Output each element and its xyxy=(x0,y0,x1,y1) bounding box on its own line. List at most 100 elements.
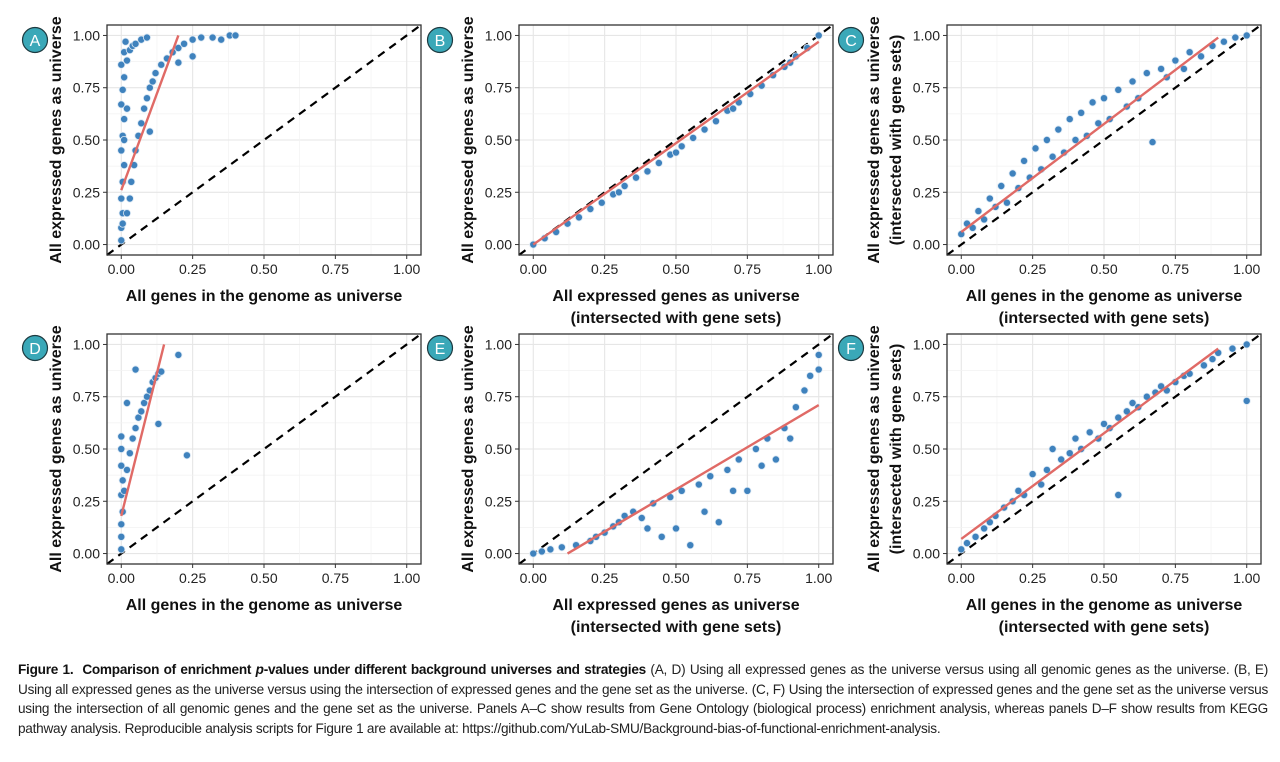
data-point xyxy=(1242,340,1251,349)
data-point xyxy=(971,532,980,541)
x-tick-label: 0.25 xyxy=(179,570,206,586)
data-point xyxy=(118,476,127,485)
data-point xyxy=(1228,344,1237,353)
data-point xyxy=(1242,396,1251,405)
data-point xyxy=(131,39,140,48)
panel-a: 0.00 0.25 0.50 0.75 1.00 0.00 0.25 0.50 0.75 1.00… xyxy=(21,16,422,305)
data-point xyxy=(137,407,146,416)
x-tick-label: 0.75 xyxy=(322,570,349,586)
x-tick-label: 0.75 xyxy=(1162,261,1189,277)
data-point xyxy=(1100,94,1109,103)
data-point xyxy=(814,365,823,374)
x-tick-label: 0.00 xyxy=(520,261,547,277)
data-point xyxy=(1171,56,1180,65)
x-axis-label: (intersected with gene sets) xyxy=(999,310,1210,327)
data-point xyxy=(1128,77,1137,86)
data-point xyxy=(157,60,166,69)
panel-badge xyxy=(426,334,454,362)
data-point xyxy=(1142,69,1151,78)
data-point xyxy=(791,403,800,412)
data-point xyxy=(980,524,989,533)
data-point xyxy=(128,434,137,443)
panel-letter: F xyxy=(846,341,856,358)
data-point xyxy=(174,58,183,67)
data-point xyxy=(217,35,226,44)
data-point xyxy=(117,432,126,441)
panel-letter: E xyxy=(435,341,446,358)
data-point xyxy=(694,480,703,489)
x-tick-label: 1.00 xyxy=(805,261,832,277)
data-point xyxy=(117,461,126,470)
panel-badge xyxy=(837,334,865,362)
x-axis-label: All genes in the genome as universe xyxy=(966,597,1243,614)
x-tick-label: 0.50 xyxy=(250,261,277,277)
data-point xyxy=(131,424,140,433)
regression-line xyxy=(532,40,820,246)
data-point xyxy=(117,545,126,554)
x-tick-label: 1.00 xyxy=(1233,570,1260,586)
y-tick-label: 0.50 xyxy=(485,441,512,457)
y-tick-label: 0.25 xyxy=(73,184,100,200)
data-point xyxy=(1065,115,1074,124)
y-tick-label: 0.75 xyxy=(485,389,512,405)
data-point xyxy=(711,117,720,126)
data-point xyxy=(643,167,652,176)
data-point xyxy=(1071,434,1080,443)
data-point xyxy=(188,52,197,61)
data-point xyxy=(120,161,129,170)
y-tick-label: 0.75 xyxy=(485,80,512,96)
data-point xyxy=(122,465,131,474)
diagonal-reference-line xyxy=(946,333,1262,565)
y-axis-label: All expressed genes as universe xyxy=(48,16,65,263)
data-point xyxy=(1179,64,1188,73)
diagonal-reference-line xyxy=(946,24,1262,256)
x-tick-label: 0.00 xyxy=(108,261,135,277)
data-point xyxy=(997,181,1006,190)
data-point xyxy=(117,520,126,529)
y-tick-label: 0.00 xyxy=(485,546,512,562)
data-point xyxy=(1157,64,1166,73)
data-point xyxy=(814,350,823,359)
data-point xyxy=(771,455,780,464)
x-axis-label: (intersected with gene sets) xyxy=(999,619,1210,636)
data-point xyxy=(1002,198,1011,207)
data-point xyxy=(151,69,160,78)
data-point xyxy=(597,198,606,207)
panel-letter: B xyxy=(435,33,446,50)
data-point xyxy=(1242,31,1251,40)
y-axis-label: (intersected with gene sets) xyxy=(888,35,905,246)
data-point xyxy=(117,532,126,541)
diagonal-reference-line xyxy=(106,333,422,565)
caption-title-part1: Comparison of enrichment xyxy=(82,662,252,677)
x-tick-label: 0.50 xyxy=(662,261,689,277)
regression-line xyxy=(120,35,180,191)
data-point xyxy=(1008,169,1017,178)
data-point xyxy=(120,135,129,144)
y-tick-label: 0.75 xyxy=(73,80,100,96)
data-point xyxy=(729,486,738,495)
regression-line xyxy=(120,344,166,517)
data-point xyxy=(188,35,197,44)
diagonal-reference-line xyxy=(518,333,834,565)
data-point xyxy=(1042,465,1051,474)
data-point xyxy=(145,127,154,136)
y-tick-label: 0.75 xyxy=(913,80,940,96)
data-point xyxy=(1020,156,1029,165)
data-point xyxy=(786,434,795,443)
data-point xyxy=(117,236,126,245)
data-point xyxy=(122,56,131,65)
y-tick-label: 0.25 xyxy=(913,184,940,200)
caption-body: (A, D) Using all expressed genes as the … xyxy=(18,662,1269,736)
x-tick-label: 0.25 xyxy=(179,261,206,277)
y-tick-label: 0.00 xyxy=(485,237,512,253)
x-axis-label: All expressed genes as universe xyxy=(552,597,799,614)
panel-letter: D xyxy=(29,341,41,358)
y-tick-label: 1.00 xyxy=(485,27,512,43)
y-tick-label: 0.50 xyxy=(913,441,940,457)
data-point xyxy=(974,207,983,216)
y-tick-label: 0.50 xyxy=(73,132,100,148)
data-point xyxy=(1077,108,1086,117)
regression-line xyxy=(566,404,820,555)
x-axis-label: All genes in the genome as universe xyxy=(966,288,1243,305)
data-point xyxy=(208,33,217,42)
